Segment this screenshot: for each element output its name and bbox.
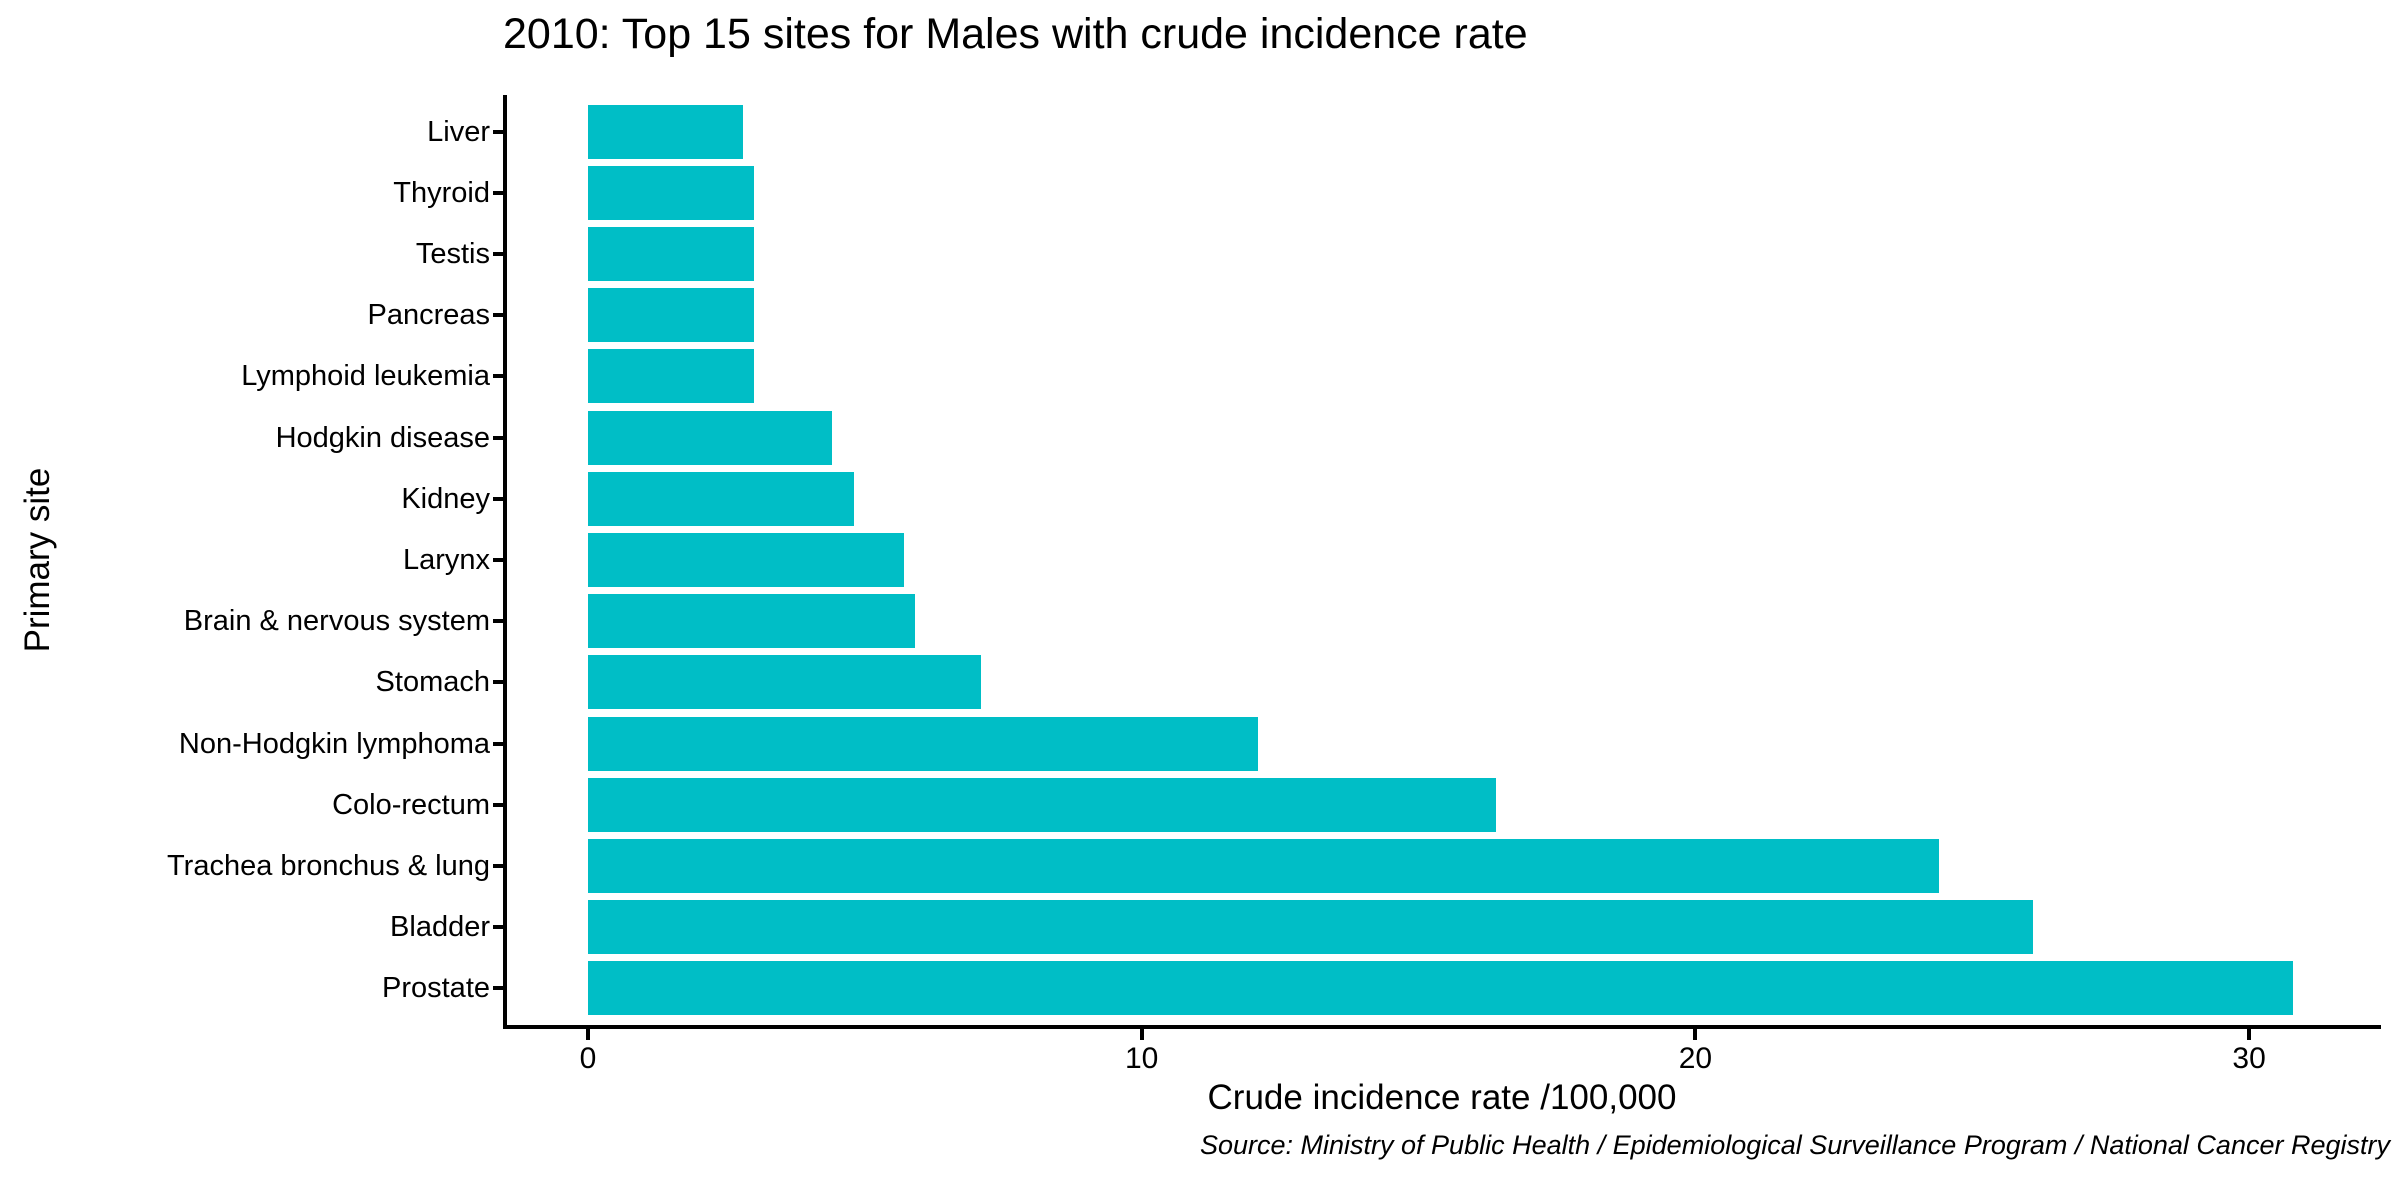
x-tick-10 bbox=[1139, 1029, 1144, 1040]
bar-testis bbox=[588, 227, 755, 282]
y-tick-label-prostate: Prostate bbox=[382, 972, 490, 1005]
x-tick-30 bbox=[2247, 1029, 2252, 1040]
x-tick-label-0: 0 bbox=[579, 1042, 597, 1075]
y-tick-label-testis: Testis bbox=[415, 238, 490, 271]
y-tick-larynx bbox=[493, 558, 503, 562]
bar-bladder bbox=[588, 900, 2034, 955]
y-tick-label-lymphoid-leukemia: Lymphoid leukemia bbox=[241, 360, 490, 393]
y-axis-spine bbox=[503, 95, 507, 1029]
y-tick-label-non-hodgkin-lymphoma: Non-Hodgkin lymphoma bbox=[178, 727, 490, 760]
x-tick-label-10: 10 bbox=[1125, 1042, 1159, 1075]
y-tick-testis bbox=[493, 252, 503, 257]
y-tick-hodgkin-disease bbox=[493, 435, 503, 440]
chart-title: 2010: Top 15 sites for Males with crude … bbox=[503, 10, 1528, 58]
bar-pancreas bbox=[588, 288, 755, 343]
y-tick-trachea-bronchus-lung bbox=[493, 863, 503, 868]
y-tick-label-thyroid: Thyroid bbox=[393, 176, 490, 209]
bar-kidney bbox=[588, 471, 854, 526]
x-axis-spine bbox=[503, 1025, 2381, 1029]
y-tick-label-larynx: Larynx bbox=[402, 544, 490, 576]
y-tick-thyroid bbox=[493, 190, 503, 195]
y-tick-liver bbox=[493, 129, 503, 134]
y-tick-non-hodgkin-lymphoma bbox=[493, 741, 503, 746]
x-axis-title: Crude incidence rate /100,000 bbox=[1207, 1078, 1677, 1117]
y-axis-title: Primary site bbox=[18, 467, 57, 653]
y-tick-brain-nervous-system bbox=[493, 619, 503, 624]
y-tick-bladder bbox=[493, 925, 503, 930]
y-tick-label-colo-rectum: Colo-rectum bbox=[332, 788, 490, 821]
y-tick-label-stomach: Stomach bbox=[375, 666, 490, 699]
x-tick-0 bbox=[586, 1029, 590, 1040]
y-tick-kidney bbox=[493, 496, 503, 501]
bar-prostate bbox=[588, 961, 2294, 1016]
bar-lymphoid-leukemia bbox=[588, 349, 755, 404]
y-tick-prostate bbox=[493, 986, 503, 991]
y-tick-label-brain-nervous-system: Brain & nervous system bbox=[183, 605, 490, 638]
y-tick-label-pancreas: Pancreas bbox=[367, 299, 490, 332]
y-tick-label-kidney: Kidney bbox=[401, 482, 490, 515]
x-tick-20 bbox=[1693, 1029, 1698, 1040]
y-tick-stomach bbox=[493, 680, 503, 685]
y-tick-pancreas bbox=[493, 313, 503, 318]
bar-stomach bbox=[588, 655, 982, 710]
bar-thyroid bbox=[588, 165, 755, 220]
y-tick-label-bladder: Bladder bbox=[390, 911, 490, 944]
y-tick-colo-rectum bbox=[493, 802, 503, 807]
y-tick-label-liver: Liver bbox=[427, 115, 490, 148]
y-tick-lymphoid-leukemia bbox=[493, 374, 503, 379]
y-tick-label-trachea-bronchus-lung: Trachea bronchus & lung bbox=[167, 849, 490, 882]
bar-hodgkin-disease bbox=[588, 410, 832, 465]
x-tick-label-20: 20 bbox=[1678, 1042, 1713, 1075]
bar-colo-rectum bbox=[588, 777, 1497, 832]
bar-brain-nervous-system bbox=[588, 594, 915, 649]
bar-non-hodgkin-lymphoma bbox=[588, 716, 1258, 771]
bar-trachea-bronchus-lung bbox=[588, 838, 1940, 893]
y-tick-label-hodgkin-disease: Hodgkin disease bbox=[275, 421, 490, 454]
x-tick-label-30: 30 bbox=[2232, 1042, 2266, 1075]
bar-liver bbox=[588, 104, 744, 159]
bar-larynx bbox=[588, 533, 904, 587]
source-caption: Source: Ministry of Public Health / Epid… bbox=[1199, 1130, 2390, 1160]
